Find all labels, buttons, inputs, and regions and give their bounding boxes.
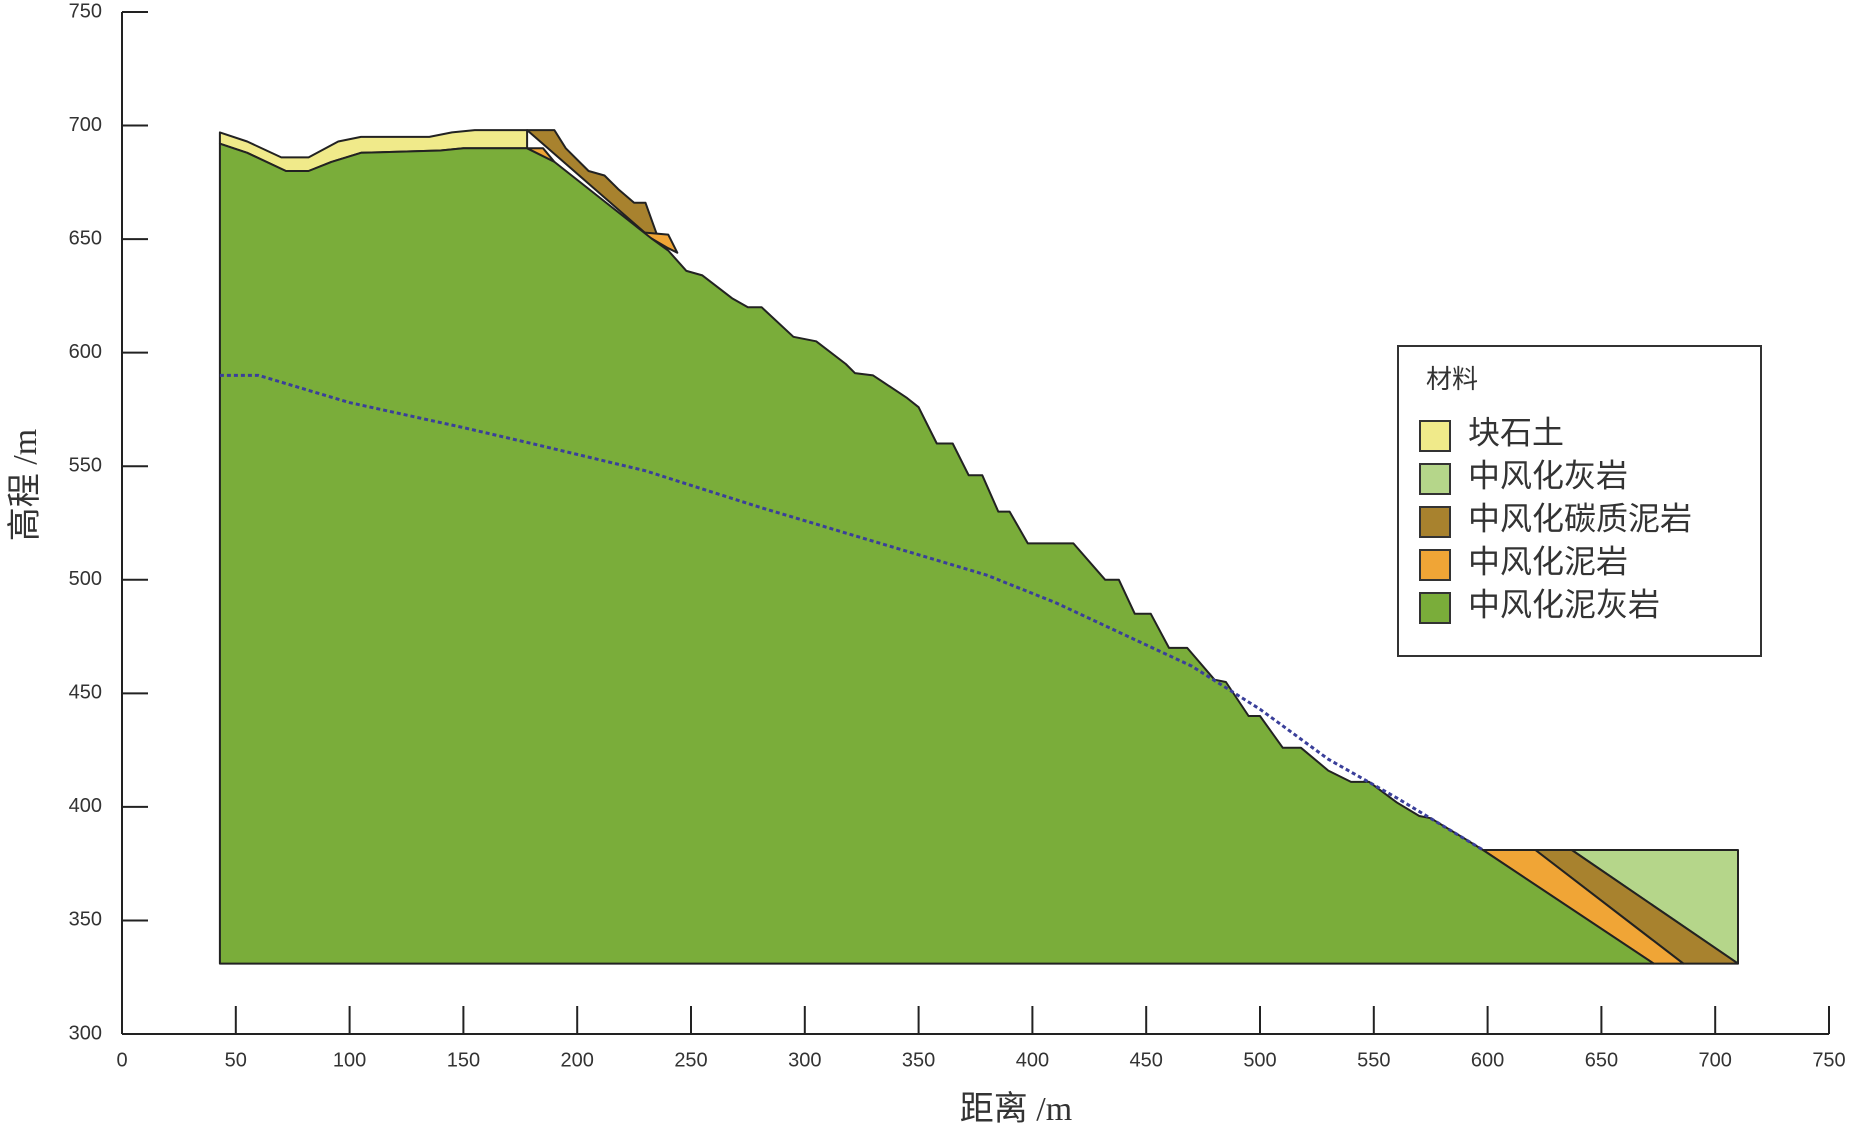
y-tick-label: 600 <box>69 341 102 363</box>
legend-label: 中风化碳质泥岩 <box>1468 500 1692 536</box>
y-axis-label: 高程 /m <box>6 429 44 541</box>
x-tick-label: 250 <box>674 1049 707 1071</box>
x-tick-label: 550 <box>1357 1049 1390 1071</box>
legend-title: 材料 <box>1426 365 1478 394</box>
legend-swatch <box>1419 549 1451 581</box>
y-tick-label: 350 <box>69 909 102 931</box>
x-tick-label: 0 <box>116 1049 127 1071</box>
x-tick-label: 600 <box>1471 1049 1504 1071</box>
legend-swatch <box>1419 463 1451 495</box>
x-tick-label: 200 <box>561 1049 594 1071</box>
legend-swatch <box>1419 506 1451 538</box>
legend-box <box>1397 345 1762 657</box>
y-tick-label: 300 <box>69 1022 102 1044</box>
x-tick-label: 300 <box>788 1049 821 1071</box>
legend-label: 块石土 <box>1468 414 1564 450</box>
legend-swatch <box>1419 592 1451 624</box>
x-tick-label: 650 <box>1585 1049 1618 1071</box>
legend-label: 中风化泥岩 <box>1468 543 1628 579</box>
x-tick-label: 400 <box>1016 1049 1049 1071</box>
x-tick-label: 500 <box>1243 1049 1276 1071</box>
y-tick-label: 650 <box>69 227 102 249</box>
y-tick-label: 500 <box>69 568 102 590</box>
x-tick-label: 700 <box>1699 1049 1732 1071</box>
legend-swatch <box>1419 420 1451 452</box>
x-tick-label: 350 <box>902 1049 935 1071</box>
x-axis-label: 距离 /m <box>960 1090 1072 1128</box>
x-tick-label: 50 <box>225 1049 247 1071</box>
material-region <box>218 142 1655 965</box>
y-tick-label: 400 <box>69 795 102 817</box>
x-tick-label: 750 <box>1812 1049 1845 1071</box>
x-tick-label: 100 <box>333 1049 366 1071</box>
y-tick-label: 550 <box>69 455 102 477</box>
y-tick-label: 700 <box>69 114 102 136</box>
water-table-line <box>219 373 1484 852</box>
legend-label: 中风化泥灰岩 <box>1468 586 1660 622</box>
y-tick-label: 450 <box>69 682 102 704</box>
x-tick-label: 450 <box>1130 1049 1163 1071</box>
legend-label: 中风化灰岩 <box>1468 457 1628 493</box>
y-tick-label: 750 <box>69 0 102 22</box>
x-tick-label: 150 <box>447 1049 480 1071</box>
